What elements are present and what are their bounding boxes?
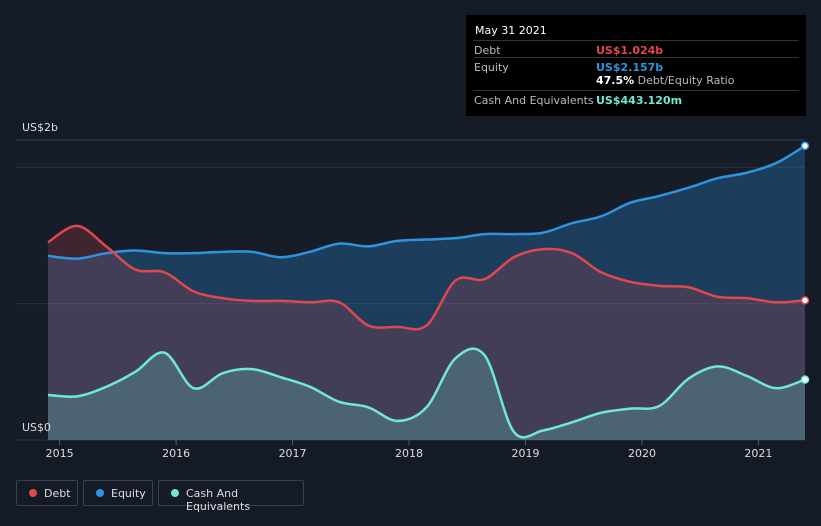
tooltip-equity-label: Equity: [474, 61, 509, 74]
x-tick-label: 2019: [511, 447, 540, 460]
y-axis-label-top: US$2b: [22, 121, 59, 134]
debt-end-point: [800, 296, 810, 305]
equity-area: [48, 145, 805, 440]
tooltip-row-debt: Debt US$1.024b: [473, 40, 799, 58]
debt-area: [48, 225, 805, 440]
tooltip-date: May 31 2021: [475, 24, 547, 37]
equity-dot-icon: [96, 489, 104, 497]
debt-line: [47, 224, 806, 331]
tooltip-debt-value: US$1.024b: [596, 44, 664, 57]
tooltip-row-cash: Cash And Equivalents US$443.120m: [473, 90, 799, 108]
cash-end-point: [800, 375, 810, 384]
legend-equity-label: Equity: [111, 487, 146, 500]
x-tick-label: 2017: [278, 447, 307, 460]
tooltip-row-equity: Equity US$2.157b: [473, 57, 799, 75]
legend-debt-label: Debt: [44, 487, 71, 500]
tooltip-ratio-label: Debt/Equity Ratio: [637, 74, 735, 87]
legend-cash-label: Cash And Equivalents: [186, 487, 251, 513]
y-axis-label-bottom: US$0: [22, 421, 52, 434]
tooltip: May 31 2021 Debt US$1.024b Equity US$2.1…: [466, 15, 806, 116]
debt-dot-icon: [29, 489, 37, 497]
tooltip-cash-label: Cash And Equivalents: [474, 94, 594, 107]
tooltip-debt-label: Debt: [474, 44, 501, 57]
tooltip-ratio-value: 47.5%: [596, 74, 635, 87]
cash-dot-icon: [171, 489, 179, 497]
x-tick-label: 2016: [162, 447, 191, 460]
equity-end-point: [800, 141, 810, 151]
cash-area: [48, 348, 805, 440]
legend-item-debt[interactable]: Debt: [16, 480, 78, 506]
tooltip-equity-value: US$2.157b: [596, 61, 664, 74]
x-tick-label: 2015: [45, 447, 74, 460]
x-tick-label: 2018: [395, 447, 424, 460]
tooltip-cash-value: US$443.120m: [596, 94, 683, 107]
legend-item-equity[interactable]: Equity: [83, 480, 153, 506]
legend-item-cash[interactable]: Cash And Equivalents: [158, 480, 304, 513]
plot-background: [16, 140, 805, 440]
equity-line: [47, 144, 806, 260]
x-tick-label: 2021: [744, 447, 773, 460]
cash-line: [47, 347, 806, 439]
x-tick-label: 2020: [627, 447, 656, 460]
tooltip-ratio: 47.5% Debt/Equity Ratio: [596, 74, 734, 87]
